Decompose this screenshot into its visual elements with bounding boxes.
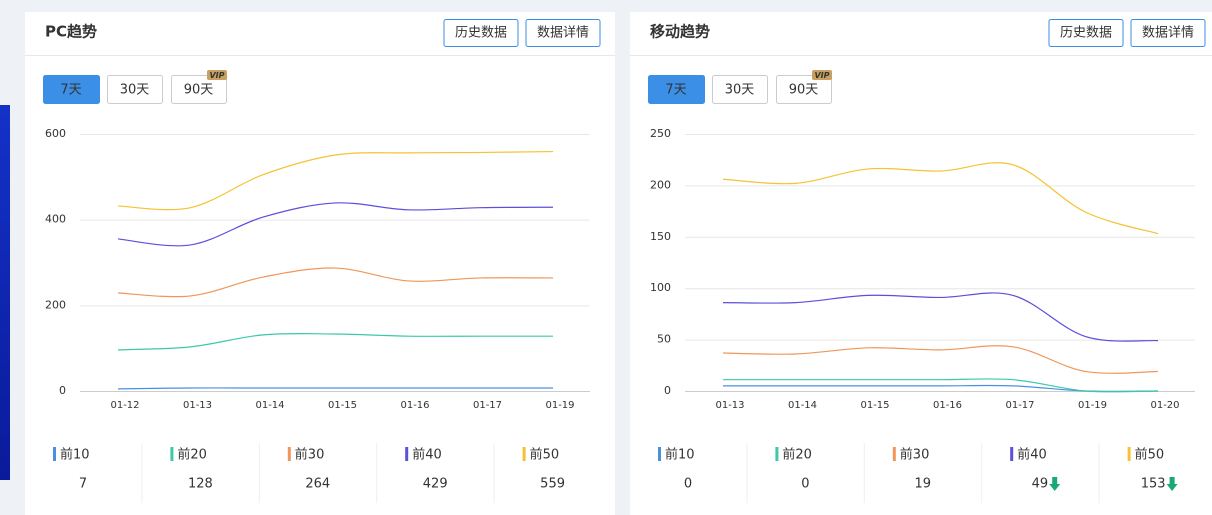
stat-value: 429 [423,477,448,492]
legend-swatch [522,447,526,461]
header-button[interactable] [1048,19,1124,47]
legend-swatch [170,447,174,461]
header-button-label[interactable]: 数据详情 [1142,26,1194,41]
range-tab[interactable] [107,75,163,104]
series-line [722,162,1159,235]
x-tick-label: 01-19 [1078,400,1107,411]
x-tick-label: 01-15 [328,400,357,411]
series-line [117,387,553,390]
y-tick-label: 150 [650,230,671,243]
y-tick-label: 0 [664,384,671,397]
legend-swatch [775,447,779,461]
y-tick-label: 200 [45,298,66,311]
header-button-label[interactable]: 历史数据 [455,26,507,41]
legend-label: 前10 [60,447,90,463]
range-tab-label[interactable]: 30天 [725,83,755,98]
x-tick-label: 01-14 [255,400,284,411]
y-tick-label: 0 [59,384,66,397]
range-tab[interactable] [171,75,227,104]
legend-label: 前10 [665,447,695,463]
y-tick-label: 600 [45,127,66,140]
x-tick-label: 01-12 [110,400,139,411]
vip-badge [812,70,832,80]
panel-title: 移动趋势 [650,23,710,41]
legend-label: 前30 [900,447,930,463]
range-tab-label[interactable]: 30天 [120,83,150,98]
x-tick-label: 01-16 [400,400,429,411]
x-tick-label: 01-14 [788,400,817,411]
legend-swatch [1010,447,1014,461]
range-tab-label[interactable]: 90天 [789,83,819,98]
x-tick-label: 01-17 [473,400,502,411]
y-tick-label: 200 [650,178,671,191]
y-tick-label: 400 [45,213,66,226]
legend-label: 前40 [1017,447,1047,463]
panel-title: PC趋势 [45,23,97,41]
header-button-label[interactable]: 历史数据 [1060,26,1112,41]
vip-badge-text: VIP [814,71,829,80]
x-tick-label: 01-15 [860,400,889,411]
legend-label: 前20 [177,447,207,463]
stat-value: 0 [801,477,809,492]
legend-label: 前30 [295,447,325,463]
x-tick-label: 01-19 [545,400,574,411]
legend-label: 前50 [530,447,560,463]
legend-label: 前40 [412,447,442,463]
legend-swatch [405,447,409,461]
stat-value: 19 [915,477,932,492]
header-button[interactable] [443,19,519,47]
series-line [722,292,1159,342]
side-strip [0,105,10,480]
series-line [117,332,553,351]
legend-swatch [1127,447,1131,461]
vip-badge [207,70,227,80]
legend-swatch [658,447,661,461]
legend-label: 前20 [782,447,812,463]
range-tab[interactable] [43,75,100,104]
legend-swatch [892,447,896,461]
range-tab[interactable] [712,75,768,104]
y-tick-label: 250 [650,127,671,140]
header-button[interactable] [525,19,601,47]
series-line [117,267,554,298]
header-button-label[interactable]: 数据详情 [537,26,589,41]
stat-value: 49 [1032,477,1049,492]
x-tick-label: 01-20 [1150,400,1179,411]
stat-value: 559 [540,477,565,492]
range-tab[interactable] [648,75,705,104]
y-tick-label: 100 [650,281,671,294]
range-tab-label[interactable]: 7天 [60,83,81,98]
series-line [722,345,1159,374]
series-line [723,378,1159,393]
range-tab[interactable] [776,75,832,104]
x-tick-label: 01-13 [715,400,744,411]
header-button[interactable] [1130,19,1206,47]
stat-value: 0 [684,477,692,492]
stat-value: 264 [305,477,330,492]
series-line [117,150,554,211]
legend-swatch [53,447,56,461]
legend-swatch [287,447,291,461]
x-tick-label: 01-13 [183,400,212,411]
stat-value: 128 [188,477,213,492]
y-tick-label: 50 [657,333,671,346]
x-tick-label: 01-16 [933,400,962,411]
range-tab-label[interactable]: 7天 [665,83,686,98]
range-tab-label[interactable]: 90天 [184,83,214,98]
vip-badge-text: VIP [209,71,224,80]
trend-down-arrow [1166,477,1178,491]
series-line [117,202,554,247]
stat-value: 153 [1141,477,1166,492]
legend-label: 前50 [1135,447,1165,463]
trend-down-arrow [1049,477,1061,491]
stat-value: 7 [79,477,87,492]
x-tick-label: 01-17 [1005,400,1034,411]
